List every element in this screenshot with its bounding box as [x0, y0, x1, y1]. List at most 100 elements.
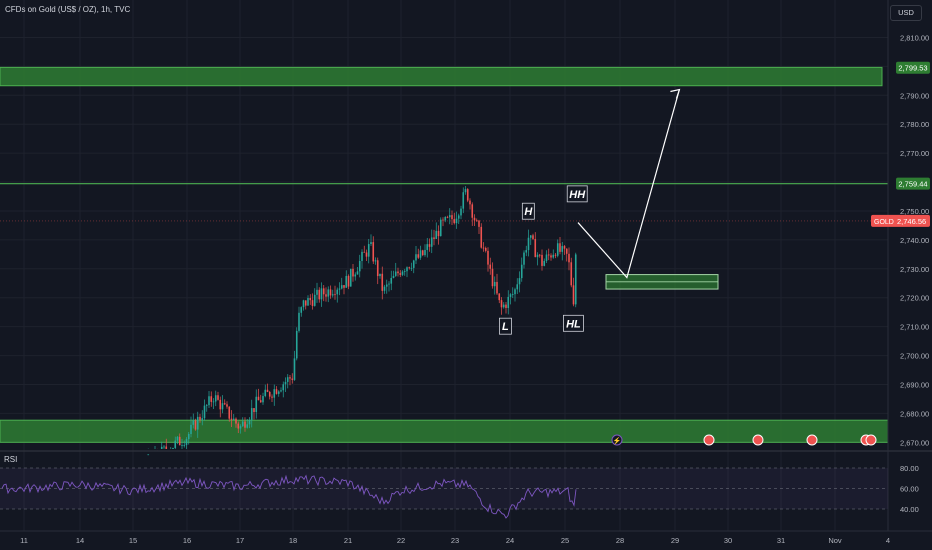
- price-tick-label: 2,690.00: [900, 380, 929, 389]
- candle-body: [511, 294, 514, 295]
- candle-body: [466, 189, 469, 201]
- time-tick-label: 23: [451, 536, 459, 545]
- time-tick-label: 28: [616, 536, 624, 545]
- candle-body: [507, 296, 510, 308]
- zone-price-badge-label: 2,759.44: [898, 180, 927, 189]
- price-tick-label: 2,810.00: [900, 33, 929, 42]
- price-tick-label: 2,720.00: [900, 294, 929, 303]
- candle-body: [327, 289, 330, 297]
- time-tick-label: 24: [506, 536, 514, 545]
- candle-body: [235, 418, 237, 424]
- us-flag-icon[interactable]: [806, 434, 818, 446]
- candle-body: [165, 446, 168, 449]
- candle-body: [322, 288, 325, 295]
- price-tick-label: 2,750.00: [900, 207, 929, 216]
- candle-body: [291, 378, 294, 380]
- candle-body: [536, 254, 539, 258]
- candle-body: [255, 396, 258, 413]
- price-tick-label: 2,740.00: [900, 236, 929, 245]
- price-tick-label: 2,730.00: [900, 265, 929, 274]
- candle-body: [293, 358, 296, 380]
- candle-body: [518, 278, 521, 285]
- candle-body: [325, 294, 327, 297]
- candle-body: [403, 271, 406, 273]
- time-tick-label: 4: [886, 536, 890, 545]
- currency-selector[interactable]: USD: [890, 5, 922, 21]
- candle-body: [295, 330, 298, 359]
- zone-price-badge: [896, 177, 930, 190]
- rsi-indicator-label: RSI: [4, 455, 18, 464]
- candle-body: [237, 423, 240, 429]
- candle-body: [329, 289, 332, 296]
- candle-body: [460, 208, 462, 216]
- candle-body: [349, 268, 352, 287]
- candle-body: [307, 298, 309, 306]
- candle-body: [464, 189, 467, 193]
- candle-body: [214, 395, 217, 402]
- candle-body: [534, 238, 537, 258]
- candle-body: [417, 254, 420, 258]
- time-tick-label: 14: [76, 536, 84, 545]
- price-tick-label: 2,790.00: [900, 91, 929, 100]
- projection-arrow[interactable]: [577, 89, 680, 279]
- us-flag-icon[interactable]: [752, 434, 764, 446]
- candle-body: [286, 377, 289, 382]
- candle-body: [430, 237, 433, 247]
- candle-body: [385, 284, 388, 287]
- candle-body: [390, 277, 393, 284]
- candle-body: [572, 285, 575, 305]
- candle-body: [264, 389, 267, 397]
- candle-body: [343, 285, 345, 288]
- candle-body: [421, 250, 424, 256]
- candle-body: [354, 274, 357, 277]
- zone-price-badge: [896, 61, 930, 74]
- time-tick-label: 21: [344, 536, 352, 545]
- candle-body: [331, 294, 334, 296]
- candle-body: [262, 396, 264, 403]
- candle-body: [163, 446, 165, 448]
- candle-body: [221, 403, 224, 410]
- candle-body: [538, 254, 541, 256]
- candle-body: [478, 220, 480, 227]
- candle-body: [399, 273, 402, 275]
- candle-body: [500, 300, 503, 308]
- candle-body: [561, 246, 564, 252]
- candle-body: [408, 267, 411, 269]
- candle-body: [320, 288, 323, 300]
- candle-body: [412, 260, 415, 268]
- candle-body: [334, 294, 336, 296]
- us-flag-icon[interactable]: [865, 434, 877, 446]
- candle-body: [419, 250, 422, 258]
- candle-body: [509, 294, 512, 297]
- candle-body: [302, 300, 305, 308]
- candle-body: [415, 254, 417, 261]
- candle-body: [253, 408, 255, 413]
- candle-body: [406, 267, 408, 272]
- structure-label-box: [499, 317, 512, 335]
- candle-body: [201, 418, 204, 420]
- candle-body: [257, 396, 260, 401]
- zone-price-badge-label: 2,799.53: [898, 64, 927, 73]
- candle-body: [300, 307, 303, 313]
- lightning-icon[interactable]: [611, 434, 623, 446]
- candle-body: [241, 421, 244, 427]
- candle-body: [388, 283, 390, 285]
- upper-resistance-zone[interactable]: [0, 66, 883, 87]
- candle-body: [147, 454, 150, 456]
- candle-body: [226, 404, 228, 407]
- candle-body: [219, 399, 222, 410]
- candle-body: [181, 445, 183, 446]
- candle-body: [565, 248, 568, 254]
- candle-body: [212, 401, 215, 403]
- candle-body: [529, 235, 532, 238]
- candle-body: [448, 215, 451, 218]
- candle-body: [358, 260, 361, 272]
- candle-body: [174, 440, 177, 448]
- candle-body: [471, 204, 474, 218]
- time-tick-label: 16: [183, 536, 191, 545]
- candle-body: [217, 395, 219, 400]
- us-flag-icon[interactable]: [703, 434, 715, 446]
- candle-body: [313, 294, 316, 306]
- candle-body: [401, 271, 404, 275]
